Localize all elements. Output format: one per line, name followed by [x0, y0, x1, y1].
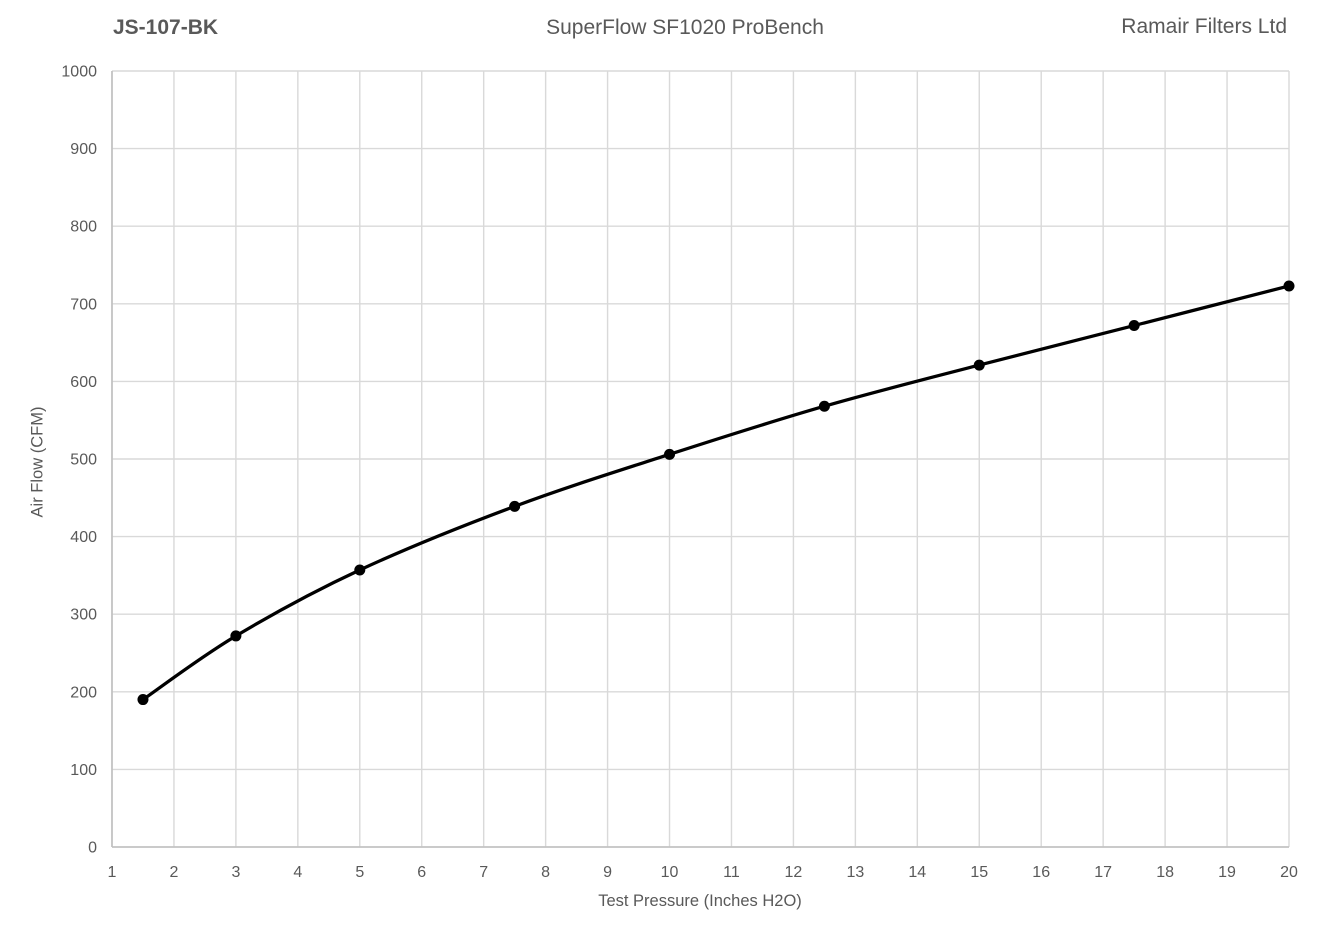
x-tick-label: 15 — [970, 864, 988, 881]
y-tick-label: 100 — [70, 762, 97, 779]
x-tick-label: 14 — [908, 864, 926, 881]
data-point-marker — [818, 400, 830, 412]
data-point-marker — [137, 694, 149, 706]
data-point-marker — [354, 564, 366, 576]
data-point-marker — [230, 630, 242, 642]
y-tick-label: 500 — [70, 452, 97, 469]
x-tick-label: 2 — [169, 864, 178, 881]
x-tick-label: 13 — [846, 864, 864, 881]
x-tick-label: 11 — [723, 864, 740, 881]
data-point-marker — [1283, 280, 1295, 292]
y-axis-title: Air Flow (CFM) — [28, 406, 47, 518]
y-tick-label: 900 — [70, 141, 97, 158]
x-tick-label: 12 — [785, 864, 803, 881]
x-tick-label: 1 — [108, 864, 117, 881]
y-tick-label: 1000 — [61, 64, 97, 81]
x-tick-label: 17 — [1094, 864, 1112, 881]
y-tick-label: 300 — [70, 607, 97, 624]
x-tick-label: 10 — [661, 864, 679, 881]
chart-main-title: SuperFlow SF1020 ProBench — [546, 16, 824, 39]
x-tick-label: 18 — [1156, 864, 1174, 881]
x-tick-label: 7 — [479, 864, 488, 881]
x-tick-label: 4 — [293, 864, 302, 881]
y-tick-label: 800 — [70, 219, 97, 236]
x-tick-label: 9 — [603, 864, 612, 881]
series-line — [141, 284, 1291, 702]
x-axis-title: Test Pressure (Inches H2O) — [598, 892, 802, 910]
chart-part-number-title: JS-107-BK — [113, 16, 219, 39]
x-tick-label: 5 — [355, 864, 364, 881]
x-tick-label: 8 — [541, 864, 550, 881]
chart-company-title: Ramair Filters Ltd — [1121, 15, 1287, 38]
y-tick-label: 600 — [70, 374, 97, 391]
data-point-marker — [664, 448, 676, 460]
y-tick-label: 400 — [70, 529, 97, 546]
data-point-marker — [973, 359, 985, 371]
y-tick-label: 0 — [88, 840, 97, 857]
data-point-marker — [509, 500, 521, 512]
data-point-marker — [1128, 320, 1140, 332]
x-tick-label: 16 — [1032, 864, 1050, 881]
x-tick-label: 19 — [1218, 864, 1236, 881]
y-tick-label: 700 — [70, 296, 97, 313]
y-tick-label: 200 — [70, 684, 97, 701]
x-tick-label: 3 — [231, 864, 240, 881]
x-tick-label: 6 — [417, 864, 426, 881]
x-tick-label: 20 — [1280, 864, 1298, 881]
